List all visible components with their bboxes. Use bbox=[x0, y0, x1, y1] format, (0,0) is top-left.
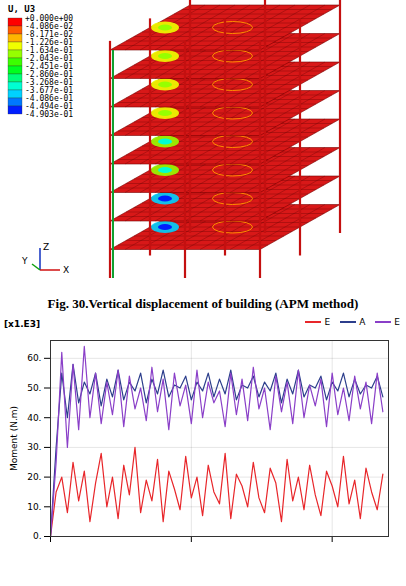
svg-text:-1.634e-01: -1.634e-01 bbox=[25, 46, 74, 55]
svg-text:0.: 0. bbox=[33, 531, 42, 541]
svg-text:Y: Y bbox=[21, 256, 28, 266]
svg-text:50.: 50. bbox=[27, 383, 41, 393]
svg-text:-8.171e-02: -8.171e-02 bbox=[25, 30, 74, 39]
html-text:[x1.E3]: [x1.E3] bbox=[4, 319, 41, 329]
svg-text:20.: 20. bbox=[27, 472, 41, 482]
svg-text:+0.000e+00: +0.000e+00 bbox=[25, 14, 74, 23]
svg-text:-1.226e-01: -1.226e-01 bbox=[25, 38, 74, 47]
svg-text:-2.043e-01: -2.043e-01 bbox=[25, 54, 74, 63]
svg-text:-4.903e-01: -4.903e-01 bbox=[25, 110, 73, 119]
svg-text:-4.086e-02: -4.086e-02 bbox=[25, 22, 74, 31]
svg-text:-2.451e-01: -2.451e-01 bbox=[25, 62, 74, 71]
html-text:E: E bbox=[324, 317, 331, 327]
svg-text:U, U3: U, U3 bbox=[8, 4, 35, 14]
svg-text:10.: 10. bbox=[27, 502, 41, 512]
html-text:A: A bbox=[359, 317, 366, 327]
svg-text:-4.494e-01: -4.494e-01 bbox=[25, 102, 74, 111]
svg-text:-2.860e-01: -2.860e-01 bbox=[25, 70, 74, 79]
html-text:E: E bbox=[394, 317, 400, 327]
html-text:Fig. 30.Vertical displacement: Fig. 30.Vertical displacement of buildin… bbox=[47, 296, 359, 311]
svg-text:-4.086e-01: -4.086e-01 bbox=[25, 94, 74, 103]
svg-text:60.: 60. bbox=[27, 353, 41, 363]
svg-text:Z: Z bbox=[43, 242, 49, 252]
svg-text:-3.268e-01: -3.268e-01 bbox=[25, 78, 74, 87]
svg-text:-3.677e-01: -3.677e-01 bbox=[25, 86, 74, 95]
svg-text:30.: 30. bbox=[27, 442, 41, 452]
svg-text:40.: 40. bbox=[27, 413, 41, 423]
svg-text:Moment (N.m): Moment (N.m) bbox=[9, 406, 19, 471]
svg-text:X: X bbox=[63, 265, 69, 275]
